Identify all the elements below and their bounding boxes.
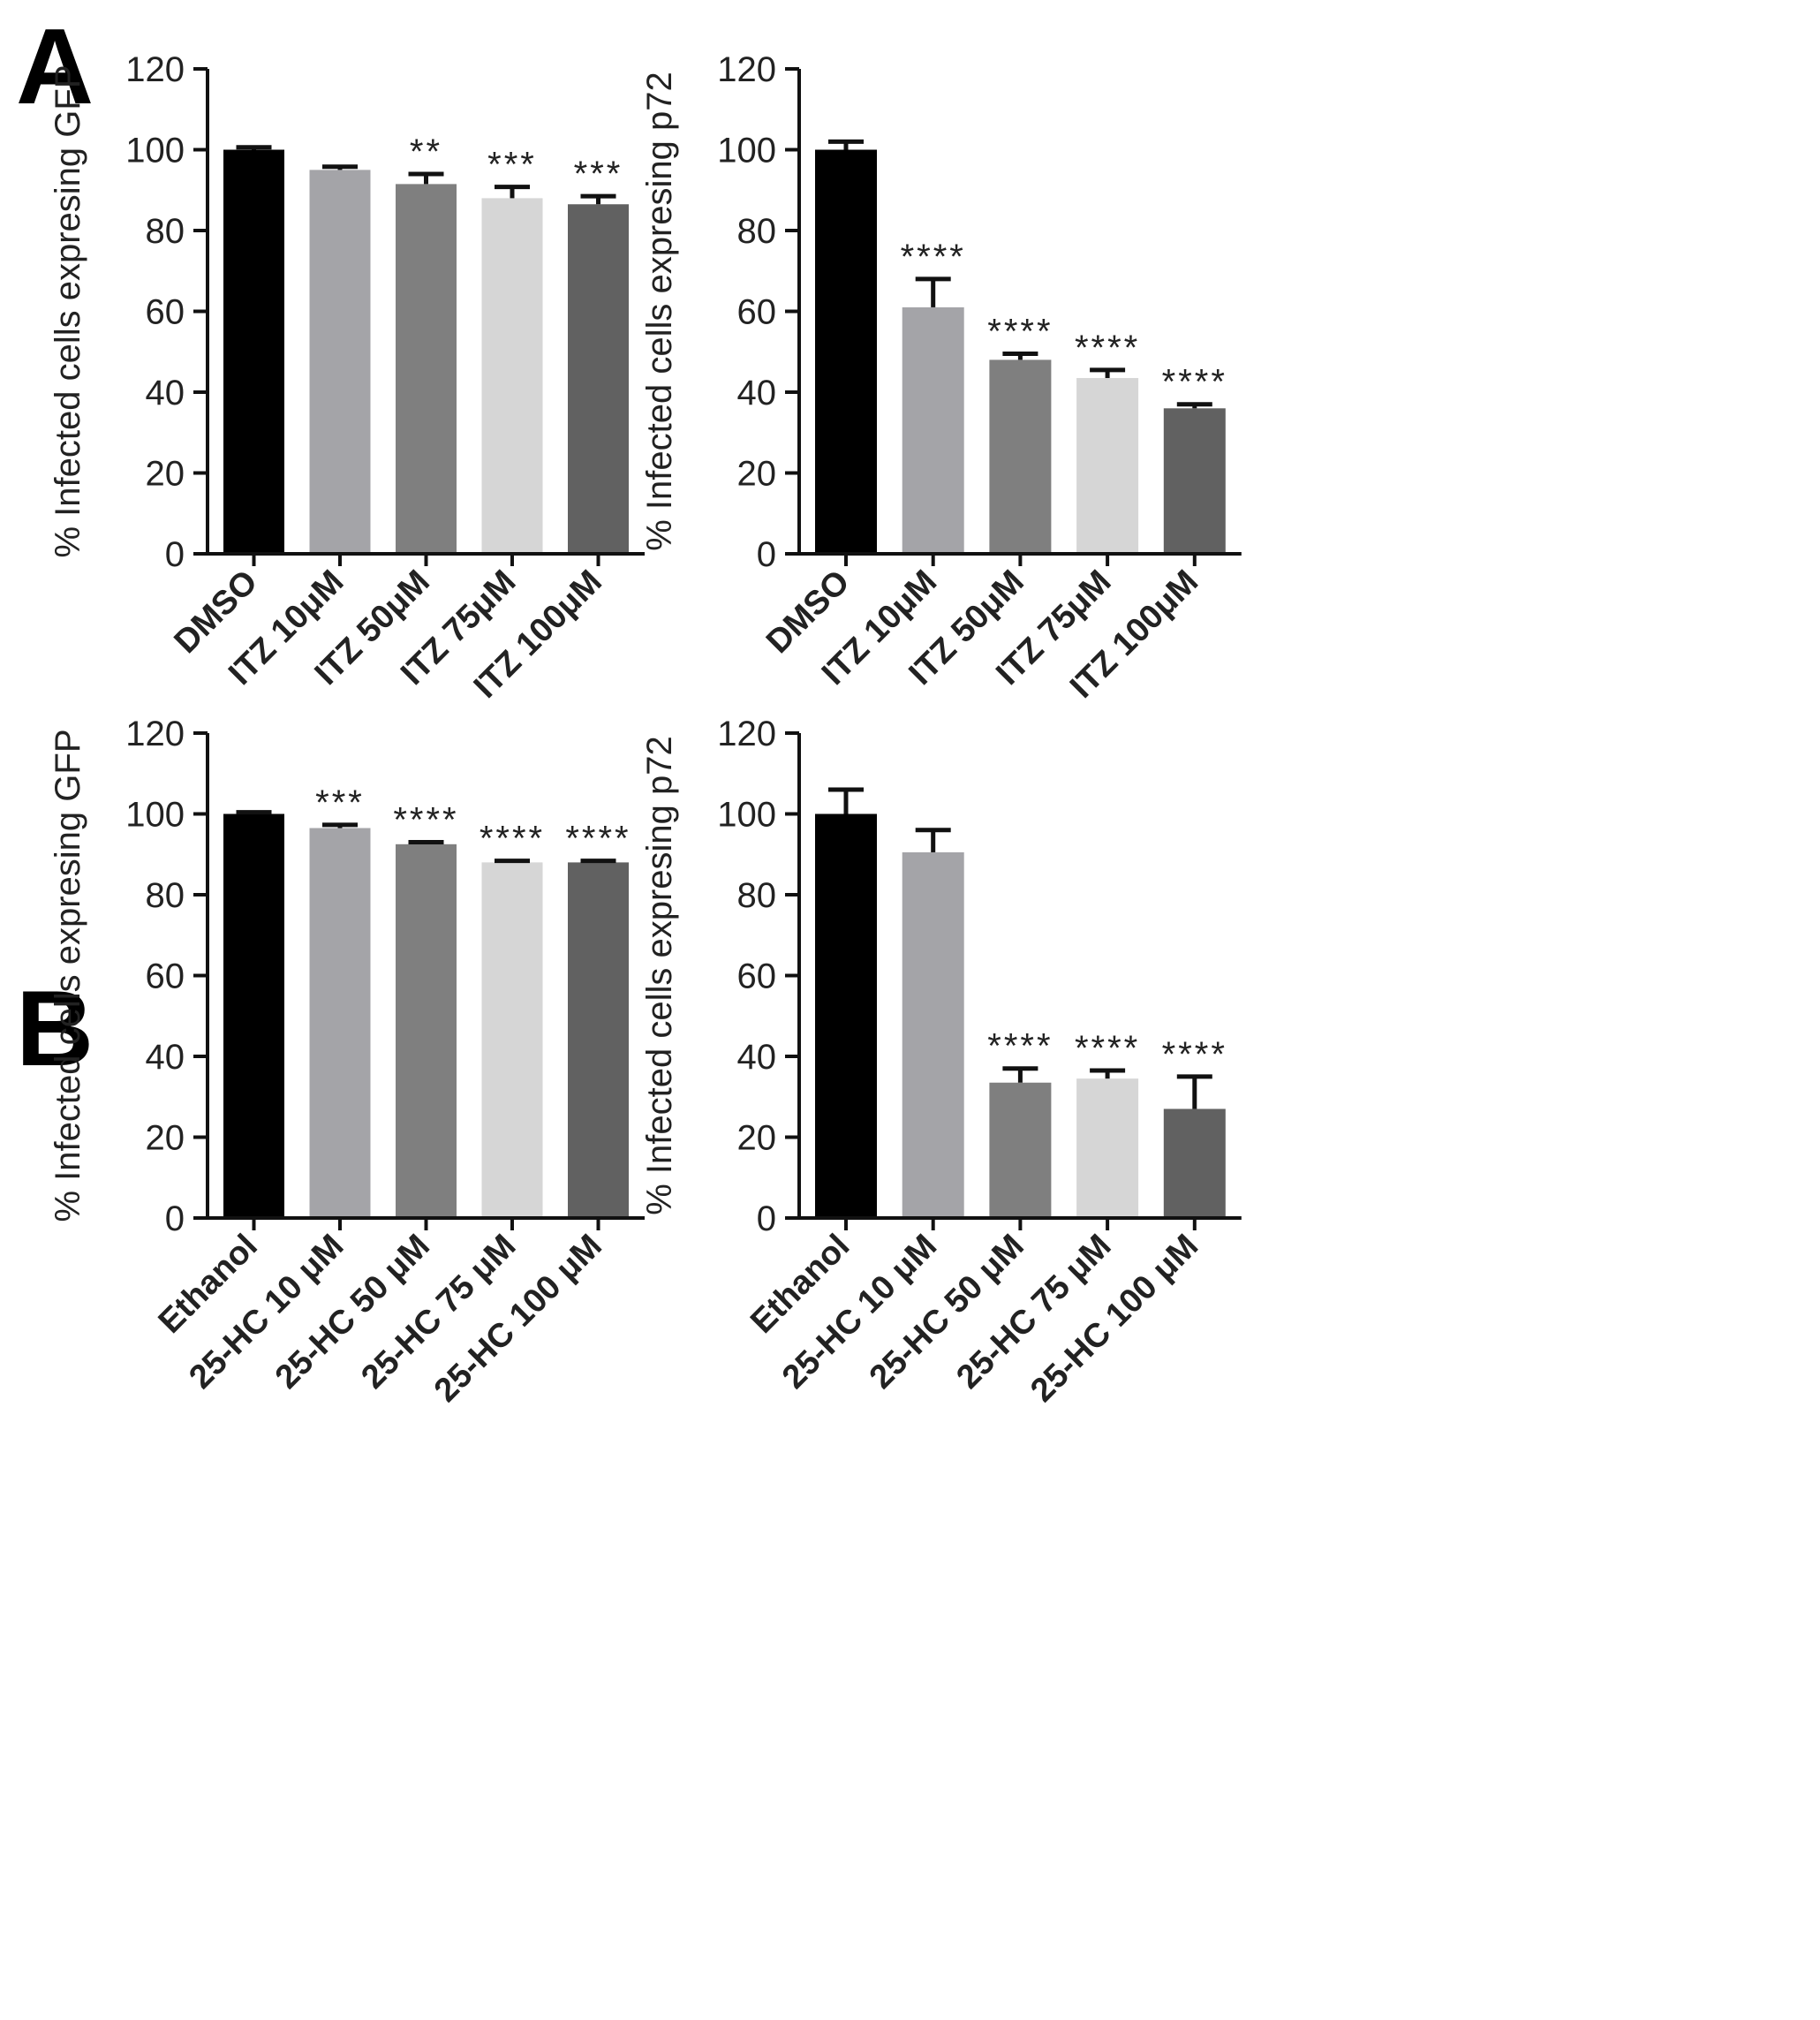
y-tick-label: 120 xyxy=(717,715,776,753)
y-tick-label: 0 xyxy=(165,1199,185,1238)
y-tick-label: 40 xyxy=(737,374,777,412)
bar xyxy=(568,862,629,1216)
y-tick-label: 60 xyxy=(146,957,185,996)
bar xyxy=(902,851,964,1216)
significance-label: **** xyxy=(1075,329,1140,367)
bar xyxy=(902,306,964,552)
panel-label-a: A xyxy=(16,6,94,126)
y-axis-title: % Infected cells expresing p72 xyxy=(640,736,679,1215)
y-tick-label: 20 xyxy=(146,1119,185,1158)
chart-a-gfp: 0 20 40 60 80 100 120 % Infected cells expresin… xyxy=(49,50,645,706)
y-tick-label: 80 xyxy=(737,876,777,915)
bar xyxy=(481,862,543,1216)
y-tick-label: 100 xyxy=(717,132,776,170)
significance-label: **** xyxy=(480,820,545,859)
y-tick-label: 0 xyxy=(757,1199,776,1238)
significance-label: **** xyxy=(393,801,458,840)
y-tick-label: 120 xyxy=(717,50,776,89)
y-tick-label: 120 xyxy=(125,715,185,753)
significance-label: *** xyxy=(487,146,537,185)
significance-label: **** xyxy=(987,1027,1053,1066)
bar xyxy=(309,828,371,1216)
bar xyxy=(1076,377,1139,552)
category-label: 25-HC 50 μM xyxy=(863,1228,1031,1396)
y-tick-label: 100 xyxy=(717,796,776,835)
panel-label-b: B xyxy=(16,968,94,1088)
bar xyxy=(1076,1078,1139,1216)
significance-label: **** xyxy=(987,313,1053,352)
significance-label: **** xyxy=(1162,363,1227,402)
bar xyxy=(989,1082,1052,1216)
y-tick-label: 60 xyxy=(737,957,777,996)
chart-b-gfp: 0 20 40 60 80 100 120 % Infected cells expresin… xyxy=(49,715,645,1410)
y-tick-label: 80 xyxy=(146,876,185,915)
bar xyxy=(223,149,284,552)
y-tick-label: 40 xyxy=(146,374,185,412)
chart-b-p72: 0 20 40 60 80 100 120 % Infected cells expresin… xyxy=(640,715,1242,1410)
significance-label: *** xyxy=(315,783,365,822)
y-tick-label: 20 xyxy=(737,1119,777,1158)
significance-label: ** xyxy=(410,132,442,171)
y-tick-label: 80 xyxy=(737,212,777,251)
category-label: 25-HC 75 μM xyxy=(949,1228,1118,1396)
significance-label: **** xyxy=(901,238,966,276)
y-tick-label: 20 xyxy=(737,455,777,494)
chart-a-p72: 0 20 40 60 80 100 120 % Infected cells expresin… xyxy=(640,50,1242,706)
y-tick-label: 80 xyxy=(146,212,185,251)
y-tick-label: 100 xyxy=(125,796,185,835)
y-tick-label: 60 xyxy=(146,293,185,332)
y-tick-label: 0 xyxy=(757,535,776,574)
y-tick-label: 0 xyxy=(165,535,185,574)
significance-label: **** xyxy=(1162,1035,1227,1074)
significance-label: **** xyxy=(1075,1029,1140,1068)
significance-label: *** xyxy=(574,155,623,193)
bar xyxy=(989,359,1052,552)
y-tick-label: 100 xyxy=(125,132,185,170)
bar xyxy=(815,149,877,552)
y-tick-label: 40 xyxy=(737,1038,777,1077)
bar xyxy=(396,844,457,1216)
bar xyxy=(815,813,877,1216)
y-tick-label: 120 xyxy=(125,50,185,89)
bar xyxy=(1163,408,1226,552)
y-axis-title: % Infected cells expresing GFP xyxy=(49,729,87,1222)
bar xyxy=(309,170,371,552)
y-tick-label: 40 xyxy=(146,1038,185,1077)
bar xyxy=(223,813,284,1216)
bar xyxy=(1163,1108,1226,1216)
y-axis-title: % Infected cells expresing GFP xyxy=(49,64,87,557)
significance-label: **** xyxy=(565,820,631,859)
y-axis-title: % Infected cells expresing p72 xyxy=(640,72,679,551)
bar xyxy=(568,204,629,552)
y-tick-label: 20 xyxy=(146,455,185,494)
bar xyxy=(396,184,457,552)
y-tick-label: 60 xyxy=(737,293,777,332)
bar xyxy=(481,198,543,552)
